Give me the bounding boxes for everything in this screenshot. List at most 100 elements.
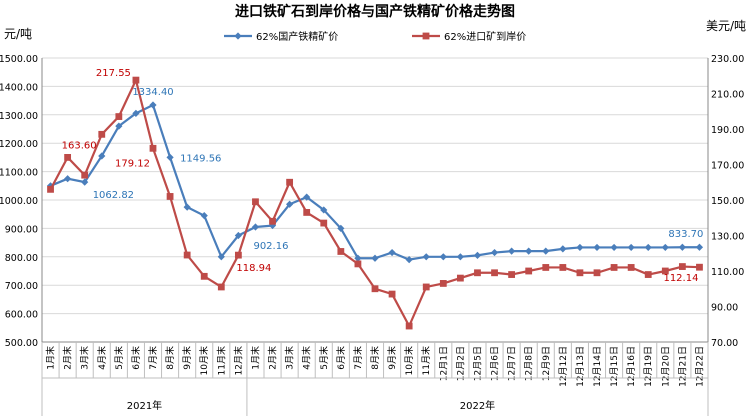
y-right-tick-label: 170.00 (711, 161, 744, 172)
import-price-point (354, 260, 362, 268)
y-left-tick-label: 1500.00 (0, 54, 38, 65)
import-price-point (627, 264, 635, 271)
data-label: 902.16 (253, 241, 288, 252)
y-right-axis-label: 美元/吨 (706, 19, 746, 33)
x-tick-label: 6月末 (335, 346, 347, 370)
import-price-point (456, 274, 464, 282)
domestic-price-point (627, 243, 635, 252)
domestic-price-point (64, 175, 72, 183)
import-price-point (234, 251, 242, 259)
x-tick-label: 12月14日 (592, 346, 603, 387)
chart-title: 进口铁矿石到岸价格与国产铁精矿价格走势图 (235, 3, 515, 20)
import-price-point (491, 269, 498, 277)
domestic-price-point (132, 109, 140, 117)
domestic-price-point (593, 243, 601, 252)
import-price-point (388, 290, 396, 298)
import-price-point (81, 171, 89, 179)
year-label: 2022年 (460, 399, 495, 412)
domestic-price-point (661, 243, 669, 252)
import-price-point (593, 269, 601, 277)
y-right-tick-label: 130.00 (711, 232, 744, 243)
domestic-price-point (371, 254, 379, 262)
y-left-tick-label: 1100.00 (0, 168, 38, 179)
x-tick-label: 12月12日 (558, 346, 569, 387)
y-left-tick-label: 800.00 (5, 253, 38, 264)
domestic-price-point (320, 206, 328, 214)
domestic-price-point (405, 256, 413, 264)
domestic-price-point (559, 245, 567, 253)
x-tick-label: 12月1日 (438, 346, 449, 381)
y-right-tick-label: 150.00 (711, 196, 744, 207)
legend-marker (234, 32, 242, 40)
x-tick-label: 5月末 (318, 346, 330, 370)
domestic-price-point (81, 178, 89, 186)
import-price-point (303, 209, 311, 216)
data-labels: 1334.40 1149.56 1062.82 902.16 833.70 217.55 1… (62, 68, 704, 284)
import-price-point (98, 130, 106, 138)
import-price-point (132, 76, 140, 84)
import-price-point (64, 154, 72, 161)
x-tick-label: 9月末 (181, 346, 193, 370)
y-right-tick-label: 210.00 (711, 90, 744, 101)
domestic-price-point (217, 253, 225, 261)
x-tick-label: 12月22日 (694, 346, 705, 387)
data-label: 179.12 (115, 158, 150, 169)
x-tick-label: 5月末 (113, 346, 125, 370)
x-tick-label: 12月19日 (643, 346, 654, 387)
domestic-price-point (473, 251, 482, 259)
x-tick-label: 12月9日 (541, 346, 552, 381)
domestic-price-point (166, 153, 174, 161)
x-tick-label: 1月末 (249, 346, 261, 370)
x-tick-label: 2月末 (62, 346, 74, 370)
x-tick-label: 7月末 (147, 346, 159, 370)
data-label: 1062.82 (93, 190, 134, 201)
y-left-tick-label: 1000.00 (0, 196, 38, 207)
y-right-tick-label: 230.00 (711, 54, 744, 65)
domestic-price-point (508, 247, 516, 255)
x-tick-label: 3月末 (284, 346, 296, 370)
x-tick-label: 7月末 (352, 346, 364, 370)
import-price-point (286, 178, 294, 186)
domestic-price-point (610, 243, 618, 252)
import-price-point (149, 144, 157, 152)
x-tick-label: 12月8日 (524, 346, 535, 381)
import-price-point (166, 193, 174, 200)
domestic-price-point (200, 212, 208, 220)
import-price-point (337, 248, 345, 255)
domestic-price-point (337, 224, 345, 232)
x-tick-label: 4月末 (301, 346, 313, 370)
domestic-price-point (542, 247, 550, 255)
x-tick-label: 12月13日 (575, 346, 586, 387)
import-price-point (661, 267, 669, 275)
import-price-point (252, 198, 259, 206)
domestic-price-point (234, 231, 242, 240)
import-price-point (269, 217, 276, 225)
year-label: 2021年 (127, 399, 162, 412)
x-tick-label: 11月末 (215, 346, 227, 375)
x-tick-label: 12月6日 (490, 346, 501, 381)
import-price-point (508, 271, 516, 278)
y-left-axis-label: 元/吨 (4, 27, 32, 41)
import-price-point (525, 267, 533, 275)
import-price-point (405, 322, 413, 330)
data-label: 1149.56 (180, 153, 221, 164)
y-left-tick-label: 600.00 (5, 310, 38, 321)
import-price-point (320, 219, 328, 227)
y-left-tick-label: 700.00 (5, 281, 38, 292)
x-tick-label: 12月16日 (626, 346, 637, 387)
y-left-tick-label: 1300.00 (0, 111, 38, 122)
domestic-price-point (439, 253, 447, 261)
import-price-point (644, 271, 652, 278)
legend-label: 62%国产铁精矿价 (256, 30, 338, 43)
x-tick-label: 8月末 (164, 346, 176, 370)
import-price-point (576, 269, 584, 277)
grid-lines (42, 57, 708, 343)
axes: 500.00 600.00 700.00 800.00 900.00 1000.00 110… (0, 54, 744, 416)
import-price-point (559, 264, 567, 271)
import-price-point (439, 280, 447, 287)
y-right-tick-label: 70.00 (711, 338, 738, 349)
legend-label: 62%进口矿到岸价 (444, 30, 526, 43)
x-tick-label: 12月2日 (455, 346, 466, 381)
y-right-tick-label: 90.00 (711, 303, 738, 314)
